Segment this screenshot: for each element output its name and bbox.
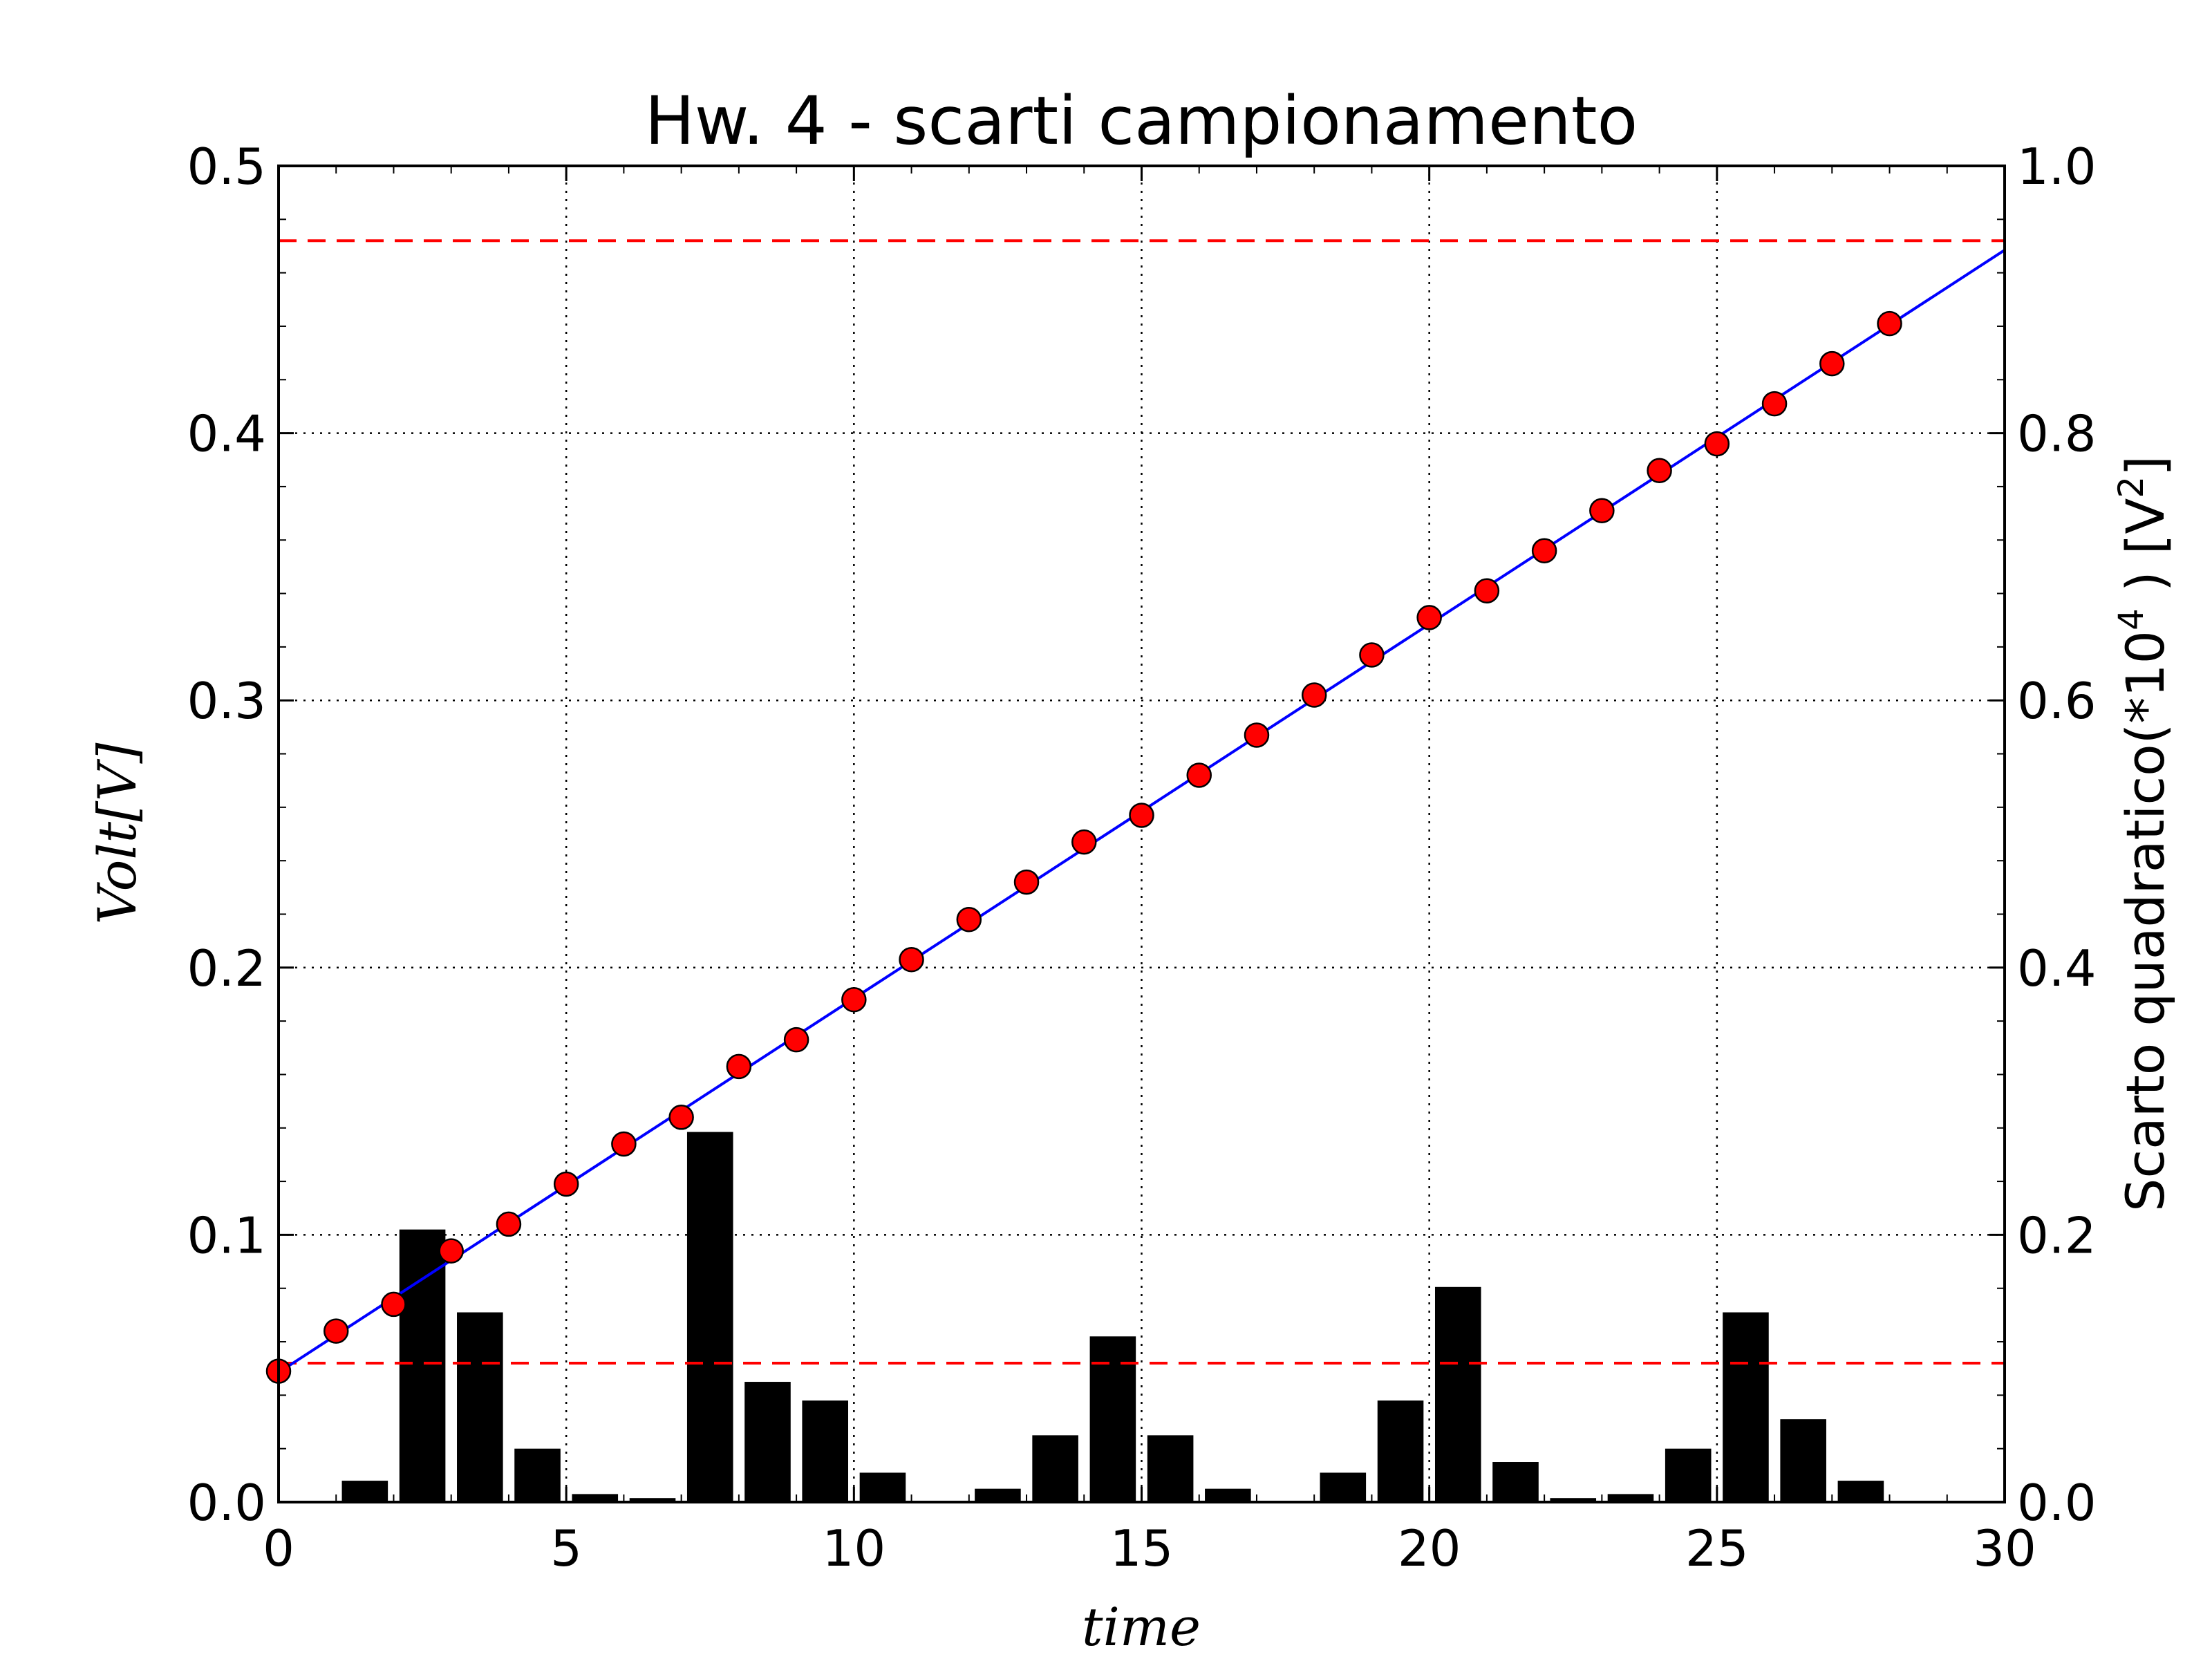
x-tick-label: 20: [1398, 1519, 1461, 1577]
y-axis-label-left: Volt[V]: [86, 742, 148, 924]
residual-bar: [1089, 1336, 1136, 1502]
residual-bar: [859, 1472, 906, 1502]
data-point: [1013, 869, 1040, 895]
data-point: [381, 1291, 406, 1318]
residual-bar: [629, 1498, 676, 1502]
residual-bar: [399, 1229, 446, 1502]
residual-bar: [1434, 1286, 1481, 1502]
y-right-tick-label: 0.2: [2017, 1206, 2097, 1264]
data-point: [1647, 458, 1672, 483]
grid: [279, 166, 2005, 1502]
x-tick-label: 0: [263, 1519, 294, 1577]
x-tick-label: 5: [550, 1519, 582, 1577]
y-left-tick-label: 0.2: [187, 939, 266, 997]
data-point: [1531, 538, 1557, 563]
data-point: [1129, 803, 1154, 828]
data-point: [496, 1211, 522, 1237]
data-point: [1877, 310, 1902, 337]
data-point: [1416, 605, 1442, 630]
data-point: [323, 1318, 349, 1344]
data-point: [783, 1027, 809, 1053]
residual-bar: [1665, 1448, 1712, 1502]
axis-ticks: [277, 165, 2006, 1503]
residual-bar: [1032, 1435, 1078, 1502]
data-point: [1359, 642, 1385, 668]
y-right-tick-label: 0.8: [2017, 405, 2097, 463]
x-tick-label: 25: [1685, 1519, 1749, 1577]
x-tick-label: 15: [1110, 1519, 1174, 1577]
data-point: [553, 1171, 579, 1197]
data-point: [438, 1238, 464, 1264]
residual-bar: [1723, 1312, 1769, 1502]
y-left-tick-label: 0.1: [187, 1206, 266, 1264]
residual-bar: [744, 1382, 791, 1502]
x-tick-label: 30: [1973, 1519, 2036, 1577]
y-left-tick-label: 0.0: [187, 1474, 266, 1532]
residual-bar: [1377, 1400, 1424, 1502]
y-right-tick-label: 0.6: [2017, 672, 2097, 730]
tick-labels: 0 5 10 15 20 25 300.00.10.20.30.40.50.00.20.40…: [187, 138, 2096, 1577]
y-left-tick-label: 0.3: [187, 672, 266, 730]
data-point: [1244, 722, 1270, 748]
data-point: [1819, 350, 1845, 377]
threshold-lines: [279, 239, 2005, 1365]
residual-bar: [802, 1400, 849, 1502]
residual-bar: [686, 1132, 733, 1502]
residual-bar: [1205, 1488, 1251, 1502]
residual-bar: [975, 1488, 1021, 1502]
y-right-tick-label: 0.4: [2017, 939, 2097, 997]
x-axis-label: time: [1082, 1596, 1201, 1658]
data-point: [1704, 431, 1730, 457]
y-right-tick-label: 0.0: [2017, 1474, 2097, 1532]
data-point: [726, 1053, 752, 1080]
residual-bar: [1780, 1419, 1826, 1502]
x-tick-label: 10: [823, 1519, 886, 1577]
residual-bar: [1320, 1472, 1367, 1502]
data-point: [1474, 578, 1500, 603]
data-point: [1761, 391, 1788, 417]
y-left-tick-label: 0.5: [187, 138, 266, 196]
residual-bar: [572, 1494, 619, 1502]
data-point: [841, 986, 867, 1013]
residual-bar: [1492, 1462, 1539, 1502]
y-right-tick-label: 1.0: [2017, 138, 2097, 196]
data-point: [1186, 762, 1212, 788]
residual-bar: [1550, 1498, 1597, 1502]
data-point: [1589, 498, 1615, 523]
data-point: [668, 1105, 694, 1130]
residual-bar: [341, 1481, 388, 1502]
y-axis-label-right: Scarto quadratico(*104 ) [V2]: [2111, 456, 2176, 1212]
data-point: [1071, 829, 1097, 855]
residual-bar: [1147, 1435, 1194, 1502]
residual-bar: [514, 1448, 561, 1502]
data-point: [1301, 682, 1327, 708]
y-left-tick-label: 0.4: [187, 405, 266, 463]
data-point: [611, 1131, 637, 1157]
residual-bar: [1607, 1494, 1654, 1502]
data-point: [956, 906, 982, 932]
scatter-series: [265, 310, 1902, 1384]
chart-title: Hw. 4 - scarti campionamento: [645, 82, 1638, 160]
residual-bar: [457, 1312, 503, 1502]
residual-bar: [1837, 1481, 1884, 1502]
data-point: [899, 946, 924, 973]
